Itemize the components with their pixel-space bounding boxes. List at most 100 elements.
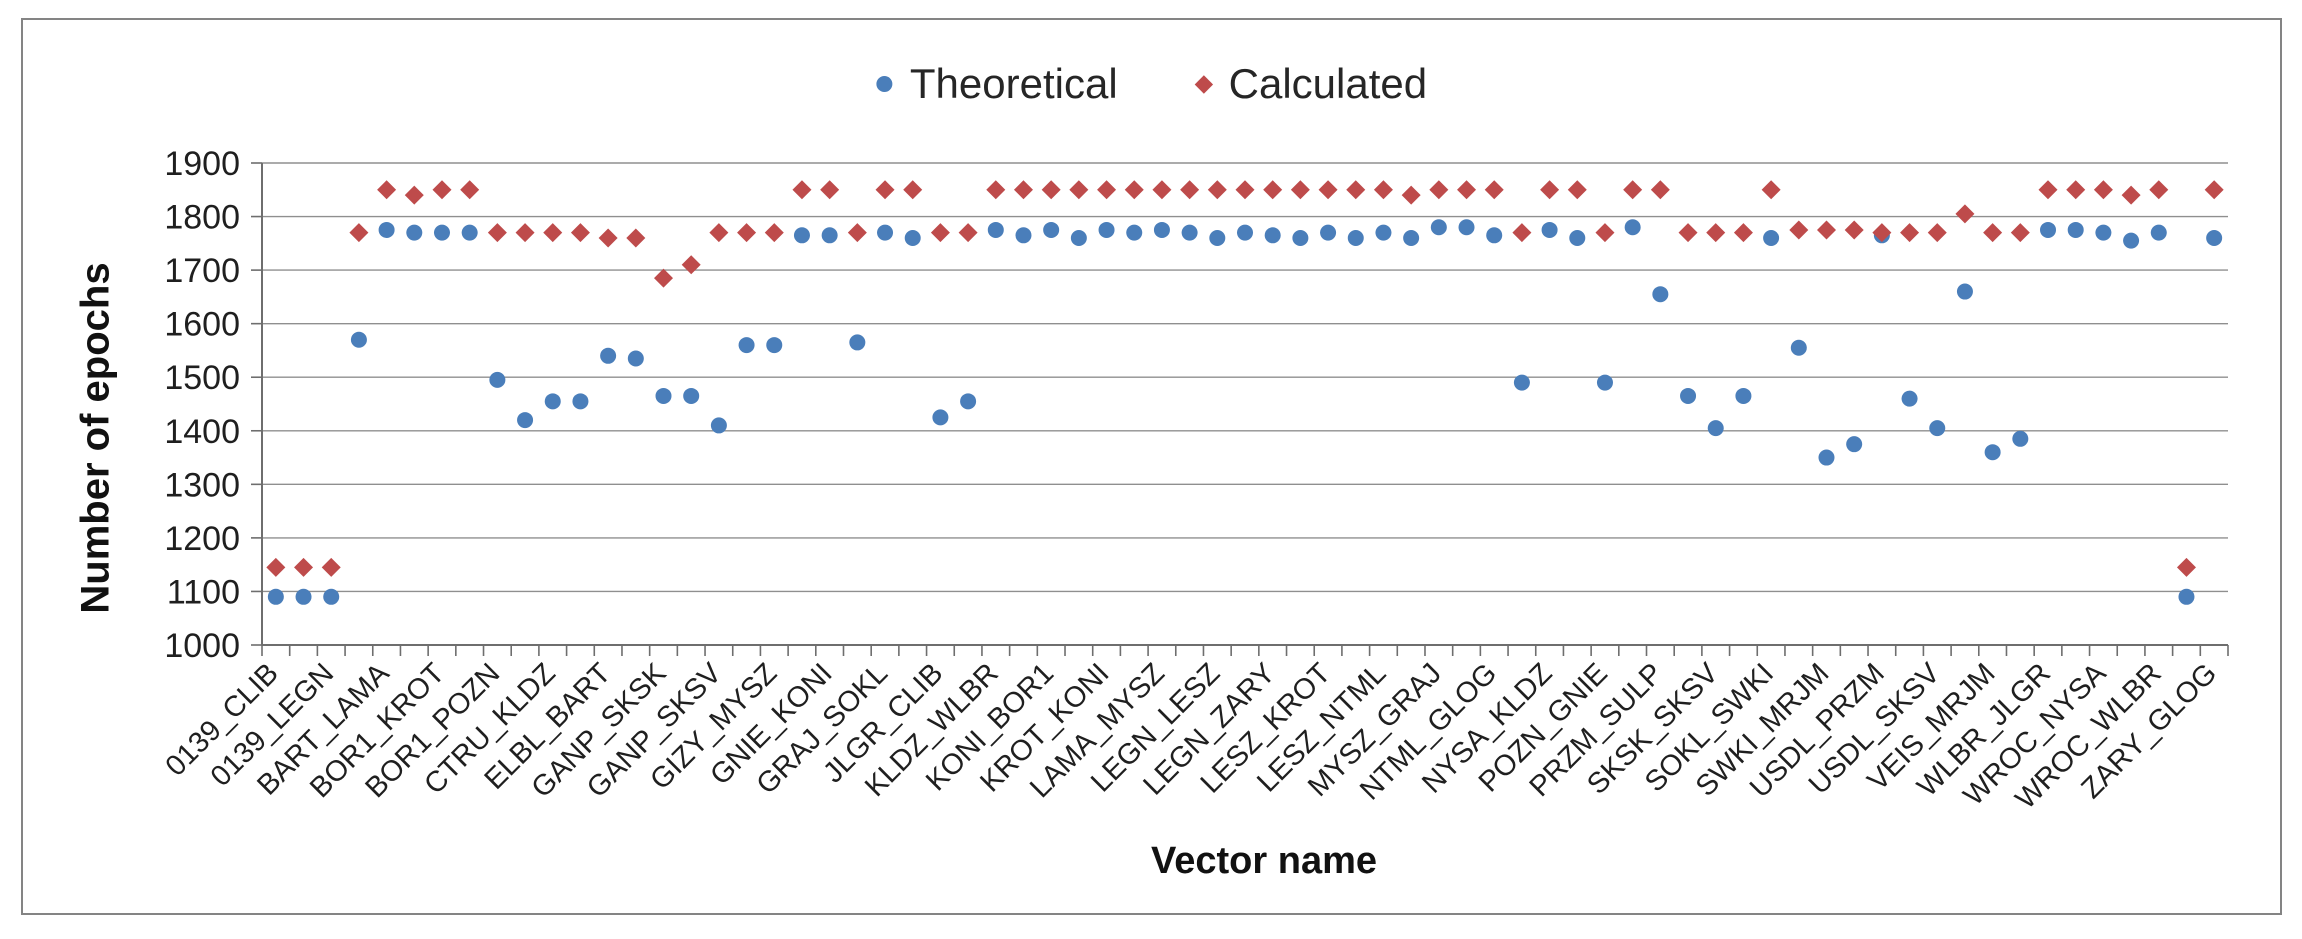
theoretical-point[interactable] bbox=[1070, 229, 1087, 246]
calculated-point[interactable] bbox=[737, 223, 757, 243]
theoretical-point[interactable] bbox=[932, 409, 949, 426]
theoretical-point[interactable] bbox=[1652, 286, 1669, 303]
calculated-point[interactable] bbox=[1816, 220, 1836, 240]
theoretical-point[interactable] bbox=[1624, 219, 1641, 236]
calculated-point[interactable] bbox=[1097, 180, 1117, 200]
calculated-point[interactable] bbox=[543, 223, 563, 243]
theoretical-point[interactable] bbox=[1015, 227, 1032, 244]
calculated-point[interactable] bbox=[1263, 180, 1283, 200]
calculated-point[interactable] bbox=[1706, 223, 1726, 243]
theoretical-point[interactable] bbox=[766, 337, 783, 354]
calculated-point[interactable] bbox=[1235, 180, 1255, 200]
theoretical-point[interactable] bbox=[544, 393, 561, 410]
theoretical-point[interactable] bbox=[2012, 430, 2029, 447]
theoretical-point[interactable] bbox=[1735, 387, 1752, 404]
theoretical-point[interactable] bbox=[600, 347, 617, 364]
theoretical-point[interactable] bbox=[1237, 224, 1253, 241]
calculated-point[interactable] bbox=[2204, 180, 2224, 200]
calculated-point[interactable] bbox=[1900, 223, 1920, 243]
theoretical-point[interactable] bbox=[1818, 449, 1835, 466]
theoretical-point[interactable] bbox=[323, 588, 340, 605]
theoretical-point[interactable] bbox=[821, 227, 838, 244]
calculated-point[interactable] bbox=[2010, 223, 2030, 243]
calculated-point[interactable] bbox=[1512, 223, 1532, 243]
calculated-point[interactable] bbox=[986, 180, 1006, 200]
calculated-point[interactable] bbox=[1041, 180, 1061, 200]
calculated-point[interactable] bbox=[294, 557, 314, 577]
theoretical-point[interactable] bbox=[1984, 444, 2001, 461]
theoretical-point[interactable] bbox=[406, 224, 423, 241]
theoretical-point[interactable] bbox=[378, 221, 395, 238]
calculated-point[interactable] bbox=[709, 223, 729, 243]
theoretical-point[interactable] bbox=[1430, 219, 1447, 236]
theoretical-point[interactable] bbox=[572, 393, 589, 410]
calculated-point[interactable] bbox=[1373, 180, 1393, 200]
theoretical-point[interactable] bbox=[1929, 420, 1946, 437]
theoretical-point[interactable] bbox=[1209, 229, 1226, 246]
theoretical-point[interactable] bbox=[1680, 387, 1697, 404]
theoretical-point[interactable] bbox=[2206, 229, 2223, 246]
theoretical-point[interactable] bbox=[627, 350, 644, 367]
calculated-point[interactable] bbox=[1789, 220, 1809, 240]
theoretical-point[interactable] bbox=[987, 221, 1004, 238]
calculated-point[interactable] bbox=[515, 223, 535, 243]
calculated-point[interactable] bbox=[626, 228, 646, 248]
calculated-point[interactable] bbox=[681, 255, 701, 275]
theoretical-point[interactable] bbox=[1486, 227, 1503, 244]
theoretical-point[interactable] bbox=[1264, 227, 1281, 244]
calculated-point[interactable] bbox=[1346, 180, 1366, 200]
theoretical-point[interactable] bbox=[2150, 224, 2167, 241]
theoretical-point[interactable] bbox=[849, 334, 866, 351]
theoretical-point[interactable] bbox=[1181, 224, 1198, 241]
theoretical-point[interactable] bbox=[1790, 339, 1807, 356]
calculated-point[interactable] bbox=[1733, 223, 1753, 243]
calculated-point[interactable] bbox=[820, 180, 840, 200]
theoretical-point[interactable] bbox=[433, 224, 450, 241]
calculated-point[interactable] bbox=[958, 223, 978, 243]
calculated-point[interactable] bbox=[1207, 180, 1227, 200]
calculated-point[interactable] bbox=[1484, 180, 1504, 200]
theoretical-point[interactable] bbox=[350, 331, 367, 348]
theoretical-point[interactable] bbox=[1846, 436, 1863, 453]
calculated-point[interactable] bbox=[1013, 180, 1033, 200]
theoretical-point[interactable] bbox=[1513, 374, 1530, 391]
calculated-point[interactable] bbox=[1429, 180, 1449, 200]
calculated-point[interactable] bbox=[1401, 185, 1421, 205]
theoretical-point[interactable] bbox=[1569, 229, 1586, 246]
calculated-point[interactable] bbox=[764, 223, 784, 243]
calculated-point[interactable] bbox=[266, 557, 286, 577]
theoretical-point[interactable] bbox=[1707, 420, 1724, 437]
theoretical-point[interactable] bbox=[1541, 221, 1558, 238]
theoretical-point[interactable] bbox=[1956, 283, 1973, 300]
calculated-point[interactable] bbox=[1457, 180, 1477, 200]
calculated-point[interactable] bbox=[2176, 557, 2196, 577]
calculated-point[interactable] bbox=[1595, 223, 1615, 243]
legend-item-calculated[interactable]: Calculated bbox=[1194, 60, 1427, 108]
theoretical-point[interactable] bbox=[877, 224, 894, 241]
calculated-point[interactable] bbox=[2066, 180, 2086, 200]
calculated-point[interactable] bbox=[2121, 185, 2141, 205]
theoretical-point[interactable] bbox=[461, 224, 478, 241]
calculated-point[interactable] bbox=[1567, 180, 1587, 200]
theoretical-point[interactable] bbox=[1153, 221, 1170, 238]
calculated-point[interactable] bbox=[2149, 180, 2169, 200]
calculated-point[interactable] bbox=[1761, 180, 1781, 200]
theoretical-point[interactable] bbox=[1596, 374, 1613, 391]
theoretical-point[interactable] bbox=[1901, 390, 1918, 407]
theoretical-point[interactable] bbox=[683, 387, 700, 404]
theoretical-point[interactable] bbox=[1403, 229, 1420, 246]
theoretical-point[interactable] bbox=[2040, 221, 2057, 238]
theoretical-point[interactable] bbox=[1320, 224, 1337, 241]
theoretical-point[interactable] bbox=[489, 371, 506, 388]
calculated-point[interactable] bbox=[1318, 180, 1338, 200]
legend-item-theoretical[interactable]: Theoretical bbox=[875, 60, 1118, 108]
calculated-point[interactable] bbox=[2093, 180, 2113, 200]
calculated-point[interactable] bbox=[1290, 180, 1310, 200]
theoretical-point[interactable] bbox=[295, 588, 312, 605]
theoretical-point[interactable] bbox=[267, 588, 284, 605]
calculated-point[interactable] bbox=[792, 180, 812, 200]
calculated-point[interactable] bbox=[1927, 223, 1947, 243]
theoretical-point[interactable] bbox=[738, 337, 755, 354]
calculated-point[interactable] bbox=[847, 223, 867, 243]
calculated-point[interactable] bbox=[1955, 204, 1975, 224]
